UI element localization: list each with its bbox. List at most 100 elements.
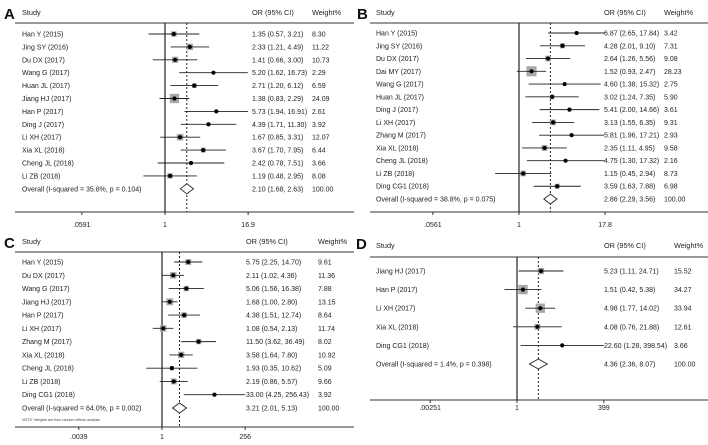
study-name: Dai MY (2017) <box>376 69 421 76</box>
study-or-ci: 1.08 (0.54, 2.13) <box>246 326 297 333</box>
overall-diamond <box>543 193 558 205</box>
study-row: Du DX (2017) 2.64 (1.26, 5.56) 9.08 <box>376 55 678 63</box>
study-or-ci: 2.33 (1.21, 4.49) <box>252 44 303 51</box>
study-weight: 3.66 <box>312 161 326 168</box>
study-weight: 24.09 <box>312 96 330 103</box>
study-weight: 11.22 <box>312 44 329 51</box>
study-row: Cheng JL (2018) 4.75 (1.30, 17.32) 2.16 <box>376 158 678 165</box>
study-point <box>182 312 187 318</box>
study-name: Wang G (2017) <box>376 82 424 89</box>
study-row: Li XH (2017) 3.13 (1.55, 6.35) 9.31 <box>376 119 678 127</box>
study-name: Jiang HJ (2017) <box>22 299 71 306</box>
study-or-ci: 5.73 (1.94, 16.91) <box>252 109 307 116</box>
header-or-ci: OR (95% CI) <box>252 8 294 17</box>
study-point <box>520 287 526 292</box>
overall-or-ci: 4.36 (2.36, 8.07) <box>604 362 655 369</box>
overall-diamond <box>528 358 549 370</box>
study-point <box>551 120 556 125</box>
forest-panel-b: B Study OR (95% CI) Weight% .0561 1 17.8 Han Y … <box>357 6 708 229</box>
study-row: Li XH (2017) 4.98 (1.77, 14.02) 33.94 <box>376 303 692 313</box>
study-name: Wang G (2017) <box>22 286 70 293</box>
study-weight: 3.66 <box>674 343 688 350</box>
study-or-ci: 1.35 (0.57, 3.21) <box>252 32 303 39</box>
study-row: Jiang HJ (2017) 1.68 (1.00, 2.80) 13.15 <box>22 298 336 306</box>
study-point <box>168 173 173 178</box>
study-row: Huan JL (2017) 3.02 (1.24, 7.35) 5.90 <box>376 94 678 101</box>
study-name: Han Y (2015) <box>22 32 63 39</box>
study-point <box>206 122 211 127</box>
study-or-ci: 1.38 (0.83, 2.29) <box>252 96 303 103</box>
study-weight: 13.15 <box>318 299 336 306</box>
study-weight: 11.36 <box>318 273 335 280</box>
study-point <box>212 392 217 397</box>
study-row: Jiang HJ (2017) 5.23 (1.11, 24.71) 15.52 <box>376 267 692 276</box>
header-study: Study <box>22 237 41 246</box>
study-or-ci: 2.71 (1.20, 6.12) <box>252 83 303 90</box>
study-row: Li ZB (2018) 2.19 (0.86, 5.57) 9.66 <box>22 378 332 386</box>
study-point <box>569 133 574 138</box>
header-weight: Weight% <box>664 8 694 17</box>
study-weight: 3.42 <box>664 31 678 38</box>
study-or-ci: 2.35 (1.11, 4.95) <box>604 145 655 152</box>
study-name: Wang G (2017) <box>22 70 70 77</box>
study-row: Li ZB (2018) 1.15 (0.45, 2.94) 8.73 <box>376 170 678 178</box>
study-or-ci: 6.87 (2.65, 17.84) <box>604 31 659 38</box>
study-row: Xia XL (2018) 3.58 (1.64, 7.80) 10.92 <box>22 351 336 359</box>
header-study: Study <box>376 241 395 250</box>
study-point <box>173 57 178 62</box>
x-tick-label: 399 <box>598 405 610 412</box>
header-or-ci: OR (95% CI) <box>246 237 288 246</box>
study-weight: 6.98 <box>664 184 678 191</box>
study-name: Han Y (2015) <box>376 31 417 38</box>
study-point <box>562 81 567 87</box>
study-or-ci: 4.39 (1.71, 11.30) <box>252 122 307 129</box>
study-or-ci: 3.02 (1.24, 7.35) <box>604 94 655 101</box>
header-study: Study <box>22 8 41 17</box>
study-row: Li XH (2017) 1.67 (0.85, 3.31) 12.07 <box>22 133 330 142</box>
study-or-ci: 11.50 (3.62, 36.49) <box>246 339 305 346</box>
study-point <box>211 70 216 75</box>
weights-note: NOTE: Weights are from random effects an… <box>22 418 100 422</box>
study-row: Ding CG1 (2018) 22.60 (1.28, 398.54) 3.66 <box>376 343 688 350</box>
overall-row: Overall (I-squared = 64.0%, p = 0.002) 3.… <box>22 402 340 414</box>
forest-panel-c: C Study OR (95% CI) Weight% .0039 1 256 Han Y (… <box>4 235 354 441</box>
study-weight: 10.73 <box>312 57 330 64</box>
study-weight: 8.02 <box>318 339 332 346</box>
study-or-ci: 3.13 (1.55, 6.35) <box>604 120 655 127</box>
study-name: Han P (2017) <box>22 109 64 116</box>
study-name: Li ZB (2018) <box>22 379 61 386</box>
study-point <box>169 366 174 371</box>
study-point <box>179 352 184 357</box>
study-weight: 5.90 <box>664 94 678 101</box>
study-name: Huan JL (2017) <box>376 94 424 101</box>
x-tick-label: 17.8 <box>598 222 612 229</box>
study-or-ci: 2.64 (1.26, 5.56) <box>604 56 655 63</box>
study-row: Du DX (2017) 2.11 (1.02, 4.36) 11.36 <box>22 272 335 280</box>
overall-weight: 100.00 <box>312 186 334 193</box>
study-point <box>560 43 565 48</box>
study-name: Du DX (2017) <box>22 57 65 64</box>
x-tick-label: 1 <box>163 222 167 229</box>
study-point <box>188 160 194 166</box>
panel-letter: B <box>357 6 368 23</box>
panel-letter: C <box>4 235 15 252</box>
study-point <box>538 306 543 311</box>
study-or-ci: 1.41 (0.66, 3.00) <box>252 57 303 64</box>
overall-weight: 100.00 <box>318 405 340 412</box>
study-point <box>560 343 565 348</box>
study-name: Xia XL (2018) <box>22 352 65 359</box>
x-tick-label: .0039 <box>70 434 88 441</box>
study-point <box>161 326 166 331</box>
study-row: Wang G (2017) 4.60 (1.38, 15.32) 2.75 <box>376 82 678 89</box>
study-or-ci: 5.20 (1.62, 16.73) <box>252 70 307 77</box>
study-name: Li ZB (2018) <box>376 171 415 178</box>
study-or-ci: 22.60 (1.28, 398.54) <box>604 343 667 350</box>
study-name: Jiang HJ (2017) <box>376 269 425 276</box>
study-name: Han P (2017) <box>22 313 64 320</box>
x-tick-label: .0591 <box>73 222 91 229</box>
study-point <box>177 135 183 140</box>
study-point <box>535 324 540 329</box>
overall-or-ci: 2.86 (2.29, 3.56) <box>604 197 655 204</box>
study-row: Jing SY (2016) 2.33 (1.21, 4.49) 11.22 <box>22 43 329 51</box>
study-name: Xia XL (2018) <box>22 148 65 155</box>
